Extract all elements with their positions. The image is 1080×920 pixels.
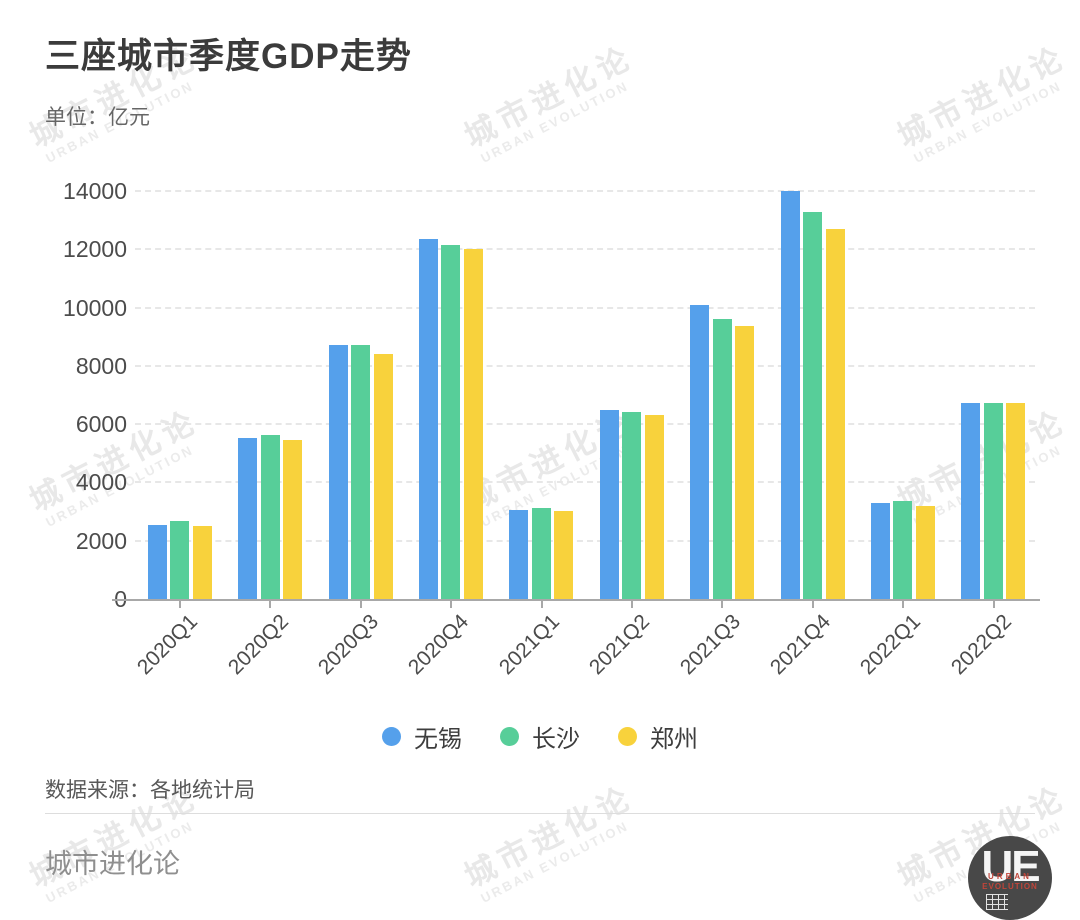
bar — [509, 509, 529, 599]
bar — [825, 229, 845, 599]
bar — [441, 245, 461, 599]
bar — [170, 521, 190, 599]
bar — [961, 403, 981, 599]
bar — [803, 212, 823, 599]
gridline — [135, 364, 1035, 367]
bar — [531, 508, 551, 599]
x-axis-tick — [811, 601, 814, 608]
bar — [599, 409, 619, 599]
y-axis-tick-label: 4000 — [75, 469, 127, 496]
y-axis-tick-label: 8000 — [75, 352, 127, 379]
x-axis-label: 2022Q2 — [946, 610, 1016, 680]
x-axis-tick — [269, 601, 272, 608]
chart-unit-label: 单位：亿元 — [45, 106, 150, 129]
legend-dot-icon — [618, 727, 637, 746]
x-axis-tick — [359, 601, 362, 608]
logo-monogram: UE — [981, 842, 1040, 891]
header: 三座城市季度GDP走势 单位：亿元 — [45, 28, 412, 131]
logo-caption: URBAN EVOLUTION — [982, 872, 1038, 891]
bar — [328, 345, 348, 599]
bar — [147, 525, 167, 599]
logo-grid-icon — [986, 894, 1008, 910]
bar — [418, 238, 438, 599]
bar — [351, 344, 371, 599]
x-axis-label: 2021Q1 — [494, 610, 564, 680]
legend-label: 无锡 — [414, 726, 462, 753]
y-axis-tick-label: 0 — [0, 586, 127, 613]
x-axis-label: 2020Q2 — [223, 610, 293, 680]
gridline — [135, 539, 1035, 542]
bar — [983, 403, 1003, 599]
legend: 无锡 长沙 郑州 — [0, 719, 1080, 754]
x-axis-tick — [540, 601, 543, 608]
x-axis-tick — [902, 601, 905, 608]
legend-label: 长沙 — [532, 726, 580, 753]
x-axis-tick — [179, 601, 181, 608]
footer-divider — [45, 813, 1035, 814]
gridline — [135, 190, 1035, 192]
bar — [915, 506, 935, 599]
x-axis-label: 2021Q4 — [765, 610, 836, 680]
legend-dot-icon — [500, 727, 519, 746]
gridline — [135, 248, 1035, 251]
legend-dot-icon — [382, 727, 401, 746]
bar — [870, 502, 890, 599]
urban-evolution-logo: UE URBAN EVOLUTION — [968, 836, 1052, 920]
x-axis-tick — [450, 601, 453, 608]
bar — [690, 305, 710, 599]
bar — [554, 511, 574, 599]
x-axis-tick — [631, 601, 633, 608]
legend-label: 郑州 — [650, 726, 698, 753]
bar — [644, 414, 664, 599]
gridline — [135, 306, 1035, 309]
bar — [712, 318, 732, 599]
data-source-note: 数据来源：各地统计局 — [45, 779, 255, 802]
x-axis-label: 2020Q4 — [404, 610, 474, 680]
x-axis-label: 2020Q3 — [313, 610, 384, 680]
bar — [735, 325, 755, 599]
x-axis-label: 2021Q2 — [585, 610, 655, 680]
bar — [1006, 402, 1026, 599]
bar — [192, 525, 212, 599]
bar — [238, 438, 258, 599]
y-axis-tick-label: 14000 — [63, 178, 127, 204]
bar — [463, 249, 483, 599]
x-axis-label: 2020Q1 — [133, 610, 203, 680]
bar — [622, 411, 642, 599]
bar — [373, 353, 393, 599]
x-axis-label: 2022Q1 — [856, 610, 926, 680]
chart-title: 三座城市季度GDP走势 — [45, 37, 412, 76]
y-axis-tick-label: 6000 — [75, 411, 127, 438]
bar — [260, 435, 280, 599]
footer-brand: 城市进化论 — [45, 849, 180, 879]
x-axis-label: 2021Q3 — [675, 610, 745, 680]
bar — [780, 190, 800, 599]
bar — [283, 439, 303, 599]
y-axis-tick-label: 10000 — [63, 294, 127, 321]
x-axis-tick — [992, 601, 995, 608]
legend-item: 郑州 — [618, 719, 698, 754]
x-axis-tick — [721, 601, 724, 608]
y-axis-tick-label: 12000 — [63, 236, 127, 263]
bar — [893, 501, 913, 599]
gridline — [135, 423, 1035, 426]
legend-item: 无锡 — [382, 719, 462, 754]
gridline — [135, 481, 1035, 484]
x-axis-line — [112, 599, 1040, 601]
y-axis-tick-label: 2000 — [75, 527, 127, 554]
legend-item: 长沙 — [500, 719, 580, 754]
